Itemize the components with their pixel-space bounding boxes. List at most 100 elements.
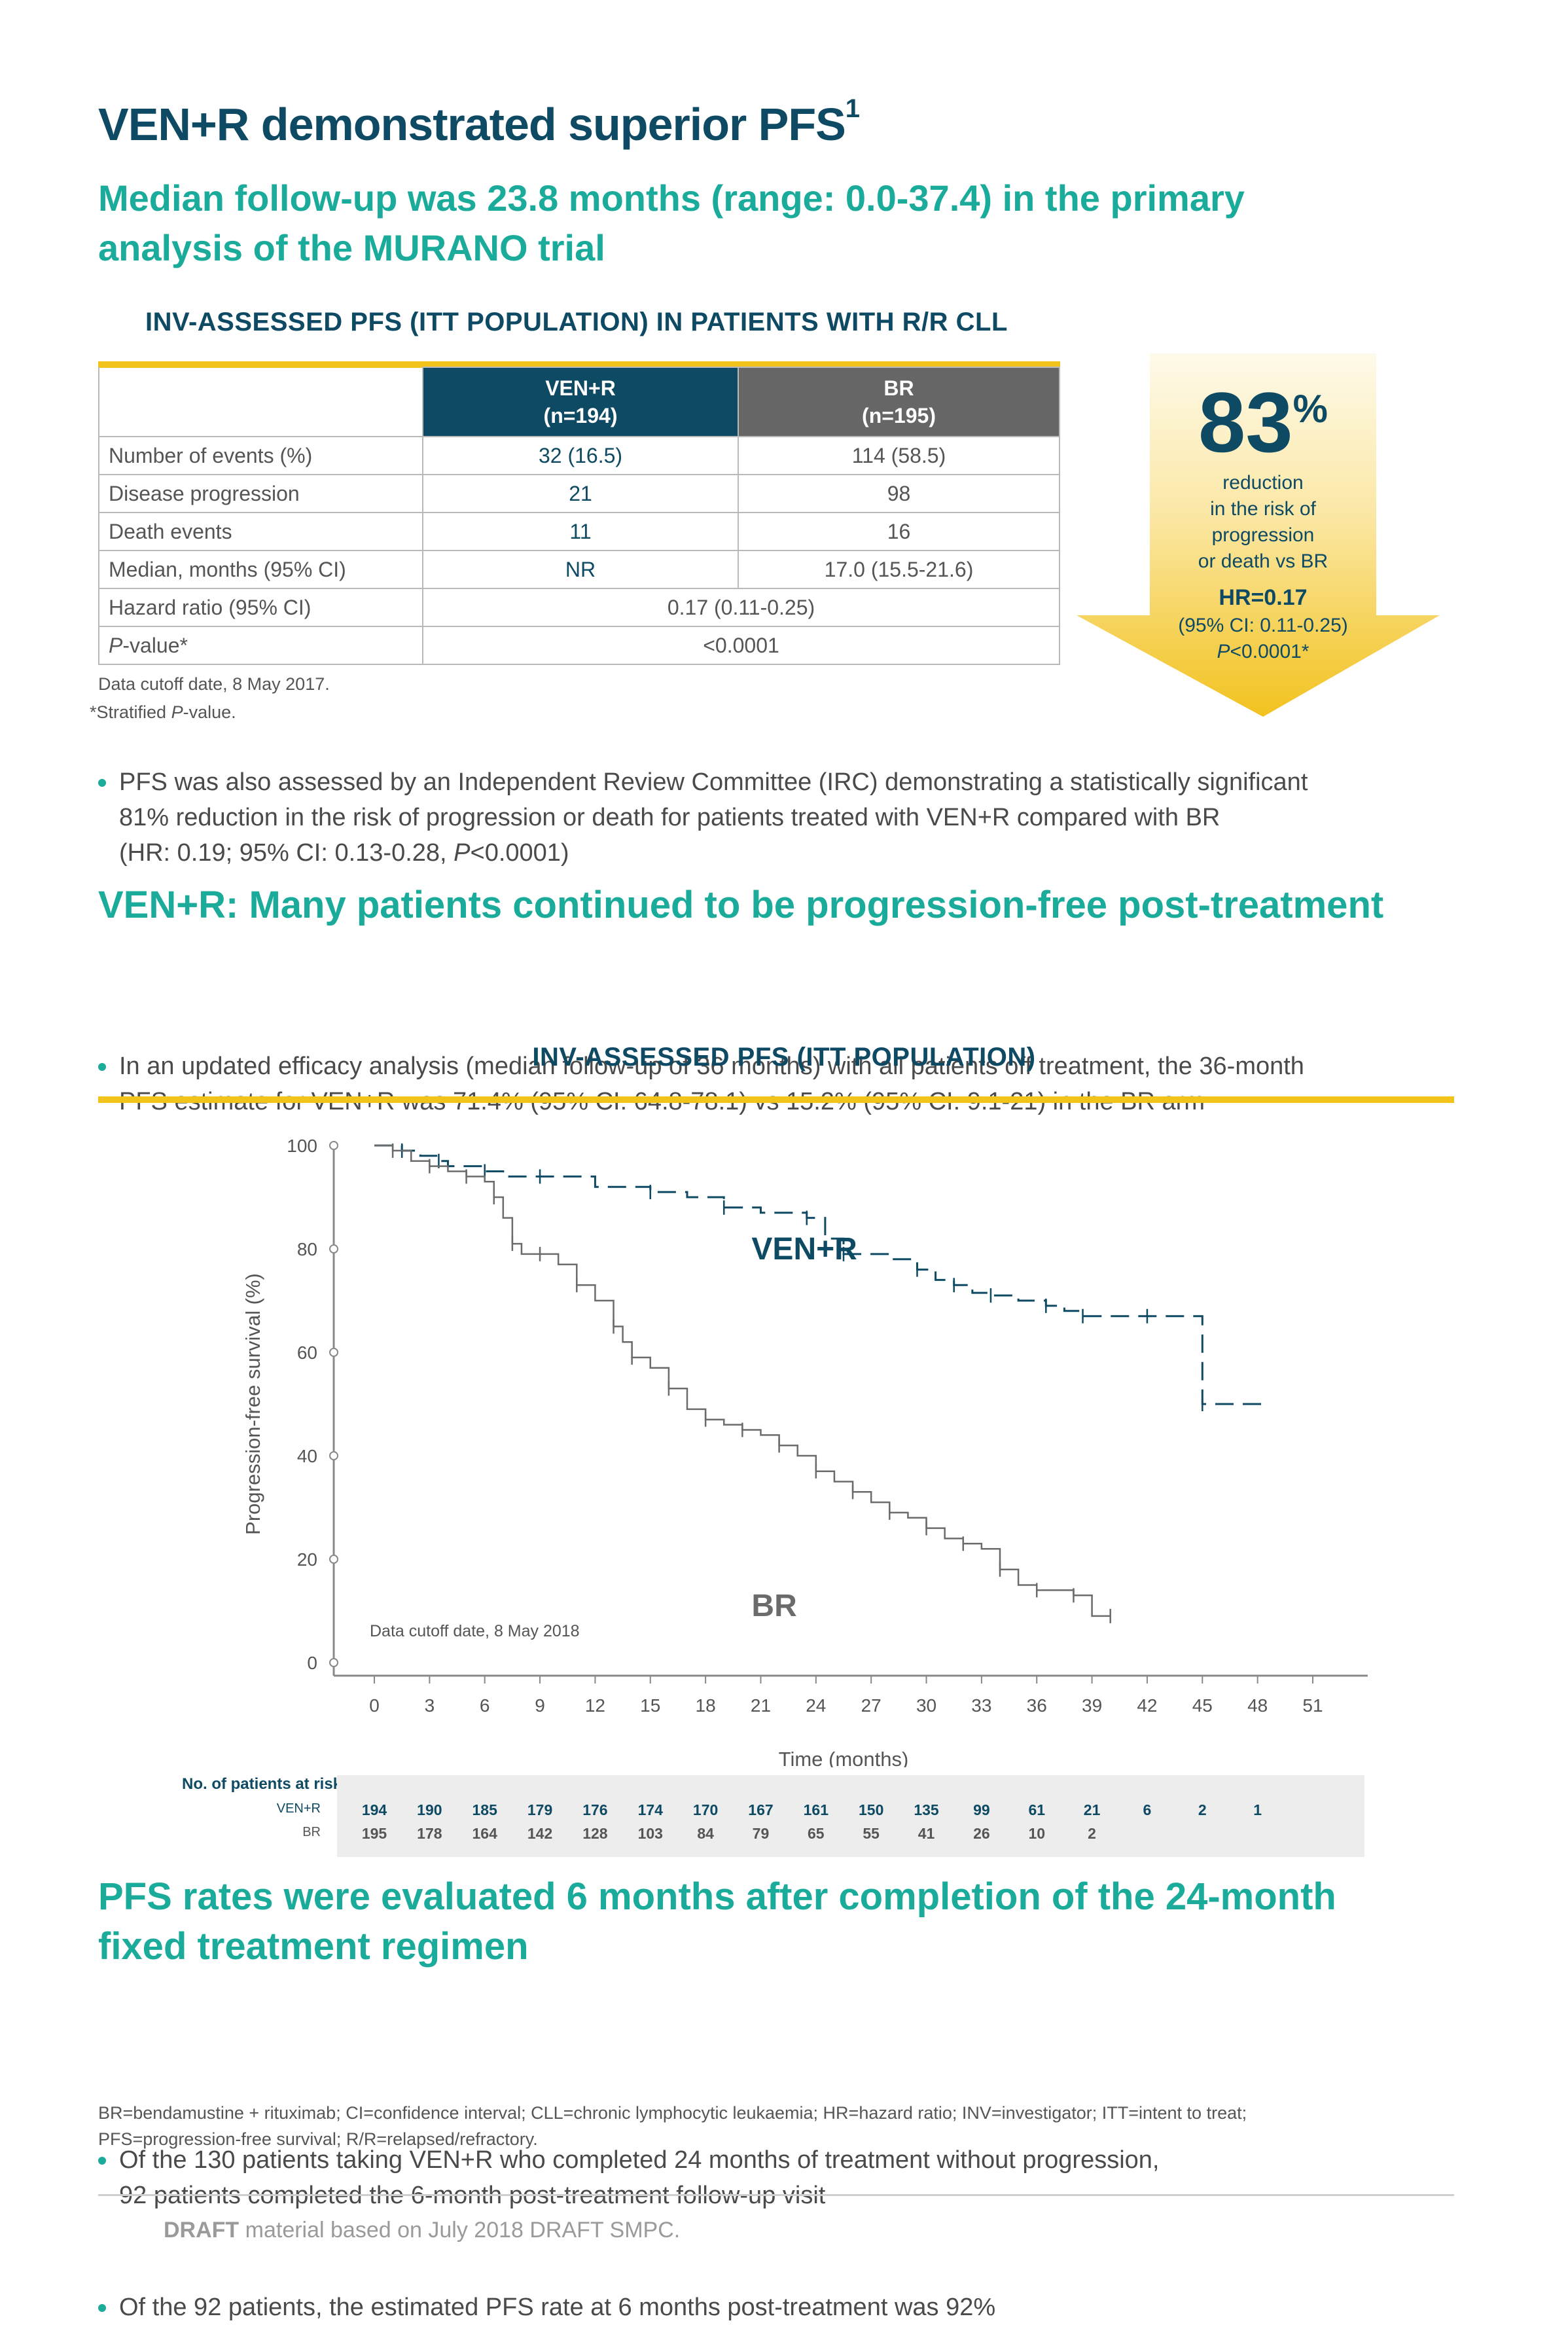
- callout-hr: HR=0.17 (95% CI: 0.11-0.25) P<0.0001*: [1178, 585, 1348, 662]
- bullet-updated-analysis: In an updated efficacy analysis (median …: [98, 1049, 1480, 1119]
- risk-value: 185: [472, 1801, 497, 1818]
- x-tick-label: 21: [751, 1695, 771, 1716]
- risk-value: 65: [808, 1825, 825, 1842]
- risk-value: 1: [1253, 1801, 1262, 1818]
- table-row: Hazard ratio (95% CI) 0.17 (0.11-0.25): [98, 588, 1060, 627]
- risk-value: 150: [858, 1801, 884, 1818]
- callout-big-number: 83%: [1198, 374, 1328, 470]
- risk-value: 170: [692, 1801, 719, 1818]
- table-row: Median, months (95% CI) NR 17.0 (15.5-21…: [98, 550, 1060, 589]
- y-tick-mark: [329, 1451, 338, 1460]
- x-tick-label: 42: [1137, 1695, 1157, 1716]
- bullet-92-patients: Of the 92 patients, the estimated PFS ra…: [98, 2290, 1480, 2325]
- risk-row-label-br: BR: [302, 1825, 321, 1839]
- reduction-arrow-graphic: [1077, 353, 1440, 717]
- x-tick-label: 0: [369, 1695, 380, 1716]
- table-row: P-value* <0.0001: [98, 626, 1060, 665]
- section-heading-pfs-rates: PFS rates were evaluated 6 months after …: [98, 1875, 1336, 1968]
- risk-value: 2: [1088, 1825, 1096, 1842]
- table-note-stratified: *Stratified P-value.: [90, 702, 236, 722]
- x-tick-label: 39: [1082, 1695, 1102, 1716]
- y-tick-mark: [329, 1244, 338, 1253]
- km-top-rule: [98, 1096, 1454, 1103]
- table-note-cutoff: Data cutoff date, 8 May 2017.: [98, 674, 330, 694]
- x-tick-label: 45: [1192, 1695, 1213, 1716]
- risk-value: 41: [918, 1825, 935, 1842]
- risk-value: 195: [361, 1825, 387, 1842]
- pfs-table: VEN+R (n=194) BR (n=195) Number of events …: [98, 367, 1060, 665]
- risk-value: 26: [973, 1825, 990, 1842]
- risk-value: 135: [914, 1801, 939, 1818]
- risk-value: 84: [697, 1825, 714, 1842]
- x-tick-label: 30: [916, 1695, 936, 1716]
- x-tick-label: 12: [585, 1695, 605, 1716]
- bullet-dot: [98, 2304, 106, 2312]
- risk-value: 167: [748, 1801, 774, 1818]
- x-tick-label: 48: [1247, 1695, 1268, 1716]
- risk-value: 6: [1143, 1801, 1152, 1818]
- bullet-irc: PFS was also assessed by an Independent …: [98, 765, 1480, 871]
- x-tick-label: 36: [1027, 1695, 1047, 1716]
- risk-value: 21: [1083, 1801, 1101, 1818]
- risk-value: 61: [1028, 1801, 1046, 1818]
- y-tick-label: 80: [297, 1239, 317, 1259]
- table-top-rule: [98, 361, 1060, 368]
- page-subtitle: Median follow-up was 23.8 months (range:…: [98, 177, 1245, 268]
- risk-value: 128: [582, 1825, 608, 1842]
- risk-value: 178: [417, 1825, 442, 1842]
- y-tick-label: 20: [297, 1549, 317, 1570]
- risk-value: 194: [361, 1801, 387, 1818]
- table-row: Number of events (%) 32 (16.5) 114 (58.5…: [98, 436, 1060, 475]
- col-header-ven: VEN+R (n=194): [422, 367, 739, 437]
- bullet-dot: [98, 1063, 106, 1071]
- risk-value: 103: [637, 1825, 663, 1842]
- risk-value: 142: [527, 1825, 553, 1842]
- risk-value: 179: [527, 1801, 553, 1818]
- risk-value: 55: [863, 1825, 880, 1842]
- risk-value: 99: [973, 1801, 990, 1818]
- y-axis-label: Progression-free survival (%): [241, 1273, 264, 1535]
- x-tick-label: 51: [1302, 1695, 1323, 1716]
- bullet-dot: [98, 779, 106, 787]
- x-tick-label: 15: [640, 1695, 660, 1716]
- risk-value: 174: [637, 1801, 663, 1818]
- footer-rule: [98, 2194, 1454, 2196]
- y-tick-mark: [329, 1141, 338, 1150]
- x-tick-label: 18: [696, 1695, 716, 1716]
- page-title: VEN+R demonstrated superior PFS1: [98, 94, 860, 150]
- section-heading-post-treatment: VEN+R: Many patients continued to be pro…: [98, 884, 1384, 926]
- y-tick-label: 60: [297, 1343, 317, 1363]
- y-tick-mark: [329, 1658, 338, 1667]
- risk-value: 190: [417, 1801, 442, 1818]
- abbreviations: BR=bendamustine + rituximab; CI=confiden…: [98, 2103, 1247, 2149]
- risk-value: 2: [1198, 1801, 1207, 1818]
- y-tick-mark: [329, 1348, 338, 1357]
- table-row: Disease progression 21 98: [98, 474, 1060, 513]
- risk-value: 161: [803, 1801, 829, 1818]
- table-heading: INV-ASSESSED PFS (ITT POPULATION) IN PAT…: [145, 308, 1008, 336]
- x-axis-label: Time (months): [779, 1748, 909, 1767]
- risk-table-heading: No. of patients at risk: [182, 1775, 342, 1793]
- footer-draft-note: DRAFT material based on July 2018 DRAFT …: [164, 2218, 681, 2243]
- km-heading: INV-ASSESSED PFS (ITT POPULATION): [532, 1043, 1036, 1072]
- bullet-dot: [98, 2157, 106, 2165]
- y-tick-label: 100: [287, 1136, 317, 1156]
- col-header-br: BR (n=195): [738, 367, 1060, 437]
- y-tick-label: 0: [307, 1653, 317, 1673]
- risk-value: 176: [582, 1801, 608, 1818]
- y-tick-label: 40: [297, 1446, 317, 1466]
- series-label-br: BR: [751, 1589, 796, 1623]
- x-tick-label: 33: [971, 1695, 991, 1716]
- table-row: Death events 11 16: [98, 512, 1060, 551]
- x-tick-label: 27: [861, 1695, 882, 1716]
- x-tick-label: 6: [480, 1695, 490, 1716]
- x-tick-label: 3: [425, 1695, 435, 1716]
- risk-value: 10: [1028, 1825, 1046, 1842]
- callout-text: reduction in the risk of progression or …: [1198, 472, 1328, 572]
- x-tick-label: 9: [535, 1695, 545, 1716]
- risk-value: 164: [472, 1825, 497, 1842]
- chart-annotation: Data cutoff date, 8 May 2018: [370, 1622, 580, 1640]
- br-curve: [374, 1144, 1111, 1617]
- risk-row-label-ven: VEN+R: [276, 1801, 321, 1816]
